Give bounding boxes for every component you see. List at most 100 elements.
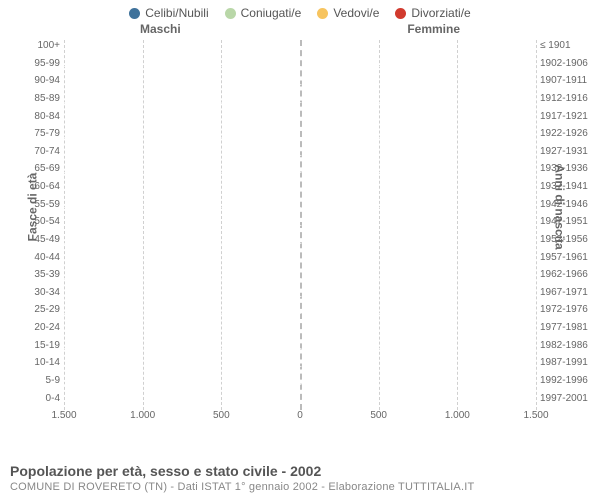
male-bar [299,376,300,392]
birth-year-label: ≤ 1901 [540,40,598,51]
male-bar [299,76,300,92]
legend-swatch [395,8,406,19]
birth-year-label: 1977-1981 [540,322,598,333]
age-label: 45-49 [20,234,60,245]
male-bar [299,112,300,128]
pyramid-row: 5-91992-1996 [64,375,536,393]
male-bar [299,288,300,304]
birth-year-label: 1917-1921 [540,111,598,122]
pyramid-row: 0-41997-2001 [64,393,536,411]
legend-item: Vedovi/e [317,6,379,20]
row-dash-line [64,348,536,349]
male-bar [299,394,300,410]
x-tick-label: 1.500 [51,410,76,421]
birth-year-label: 1902-1906 [540,58,598,69]
birth-year-label: 1922-1926 [540,128,598,139]
row-dash-line [64,384,536,385]
bar-rows: 100+≤ 190195-991902-190690-941907-191185… [64,40,536,410]
age-label: 80-84 [20,111,60,122]
age-label: 40-44 [20,252,60,263]
age-label: 70-74 [20,146,60,157]
birth-year-label: 1987-1991 [540,357,598,368]
age-label: 10-14 [20,357,60,368]
male-bar [299,41,300,57]
male-bar [299,341,300,357]
legend-item: Divorziati/e [395,6,470,20]
male-bar [299,358,300,374]
age-label: 90-94 [20,75,60,86]
legend-swatch [317,8,328,19]
pyramid-row: 100+≤ 1901 [64,40,536,58]
pyramid-row: 85-891912-1916 [64,93,536,111]
age-label: 15-19 [20,340,60,351]
male-bar [299,182,300,198]
row-dash-line [64,119,536,120]
row-dash-line [64,401,536,402]
pyramid-row: 65-691932-1936 [64,163,536,181]
population-pyramid-chart: Celibi/Nubili Coniugati/e Vedovi/e Divorzia… [0,0,600,500]
x-tick-label: 500 [370,410,387,421]
pyramid-row: 45-491952-1956 [64,234,536,252]
pyramid-row: 20-241977-1981 [64,322,536,340]
birth-year-label: 1967-1971 [540,287,598,298]
column-headers: Maschi Femmine [0,22,600,40]
birth-year-label: 1962-1966 [540,269,598,280]
male-bar [299,200,300,216]
male-bar [299,305,300,321]
pyramid-row: 40-441957-1961 [64,252,536,270]
x-tick-label: 1.000 [130,410,155,421]
plot-area: 100+≤ 190195-991902-190690-941907-191185… [64,40,536,430]
pyramid-row: 80-841917-1921 [64,111,536,129]
birth-year-label: 1907-1911 [540,75,598,86]
birth-year-label: 1932-1936 [540,163,598,174]
x-tick-label: 500 [213,410,230,421]
legend: Celibi/Nubili Coniugati/e Vedovi/e Divorzia… [0,0,600,22]
row-dash-line [64,243,536,244]
age-label: 30-34 [20,287,60,298]
pyramid-row: 30-341967-1971 [64,287,536,305]
birth-year-label: 1992-1996 [540,375,598,386]
row-dash-line [64,190,536,191]
male-bar [299,59,300,75]
male-bar [299,323,300,339]
row-dash-line [64,296,536,297]
row-dash-line [64,66,536,67]
female-header: Femmine [407,22,460,36]
age-label: 55-59 [20,199,60,210]
chart-footer: Popolazione per età, sesso e stato civil… [10,462,590,494]
pyramid-row: 75-791922-1926 [64,128,536,146]
birth-year-label: 1982-1986 [540,340,598,351]
pyramid-row: 25-291972-1976 [64,304,536,322]
row-dash-line [64,278,536,279]
chart-subtitle: COMUNE DI ROVERETO (TN) - Dati ISTAT 1° … [10,480,590,494]
age-label: 60-64 [20,181,60,192]
age-label: 0-4 [20,393,60,404]
legend-item: Coniugati/e [225,6,302,20]
grid-line [536,40,537,410]
row-dash-line [64,102,536,103]
pyramid-row: 60-641937-1941 [64,181,536,199]
row-dash-line [64,49,536,50]
legend-item: Celibi/Nubili [129,6,208,20]
legend-label: Celibi/Nubili [145,6,208,20]
row-dash-line [64,260,536,261]
row-dash-line [64,84,536,85]
row-dash-line [64,366,536,367]
legend-label: Divorziati/e [411,6,470,20]
row-dash-line [64,225,536,226]
birth-year-label: 1947-1951 [540,216,598,227]
age-label: 35-39 [20,269,60,280]
age-label: 100+ [20,40,60,51]
male-bar [299,217,300,233]
birth-year-label: 1957-1961 [540,252,598,263]
x-axis: 1.5001.00050005001.0001.500 [64,410,536,430]
pyramid-row: 15-191982-1986 [64,340,536,358]
male-bar [299,270,300,286]
row-dash-line [64,207,536,208]
male-bar [299,164,300,180]
row-dash-line [64,331,536,332]
pyramid-row: 95-991902-1906 [64,58,536,76]
birth-year-label: 1942-1946 [540,199,598,210]
legend-swatch [129,8,140,19]
row-dash-line [64,137,536,138]
